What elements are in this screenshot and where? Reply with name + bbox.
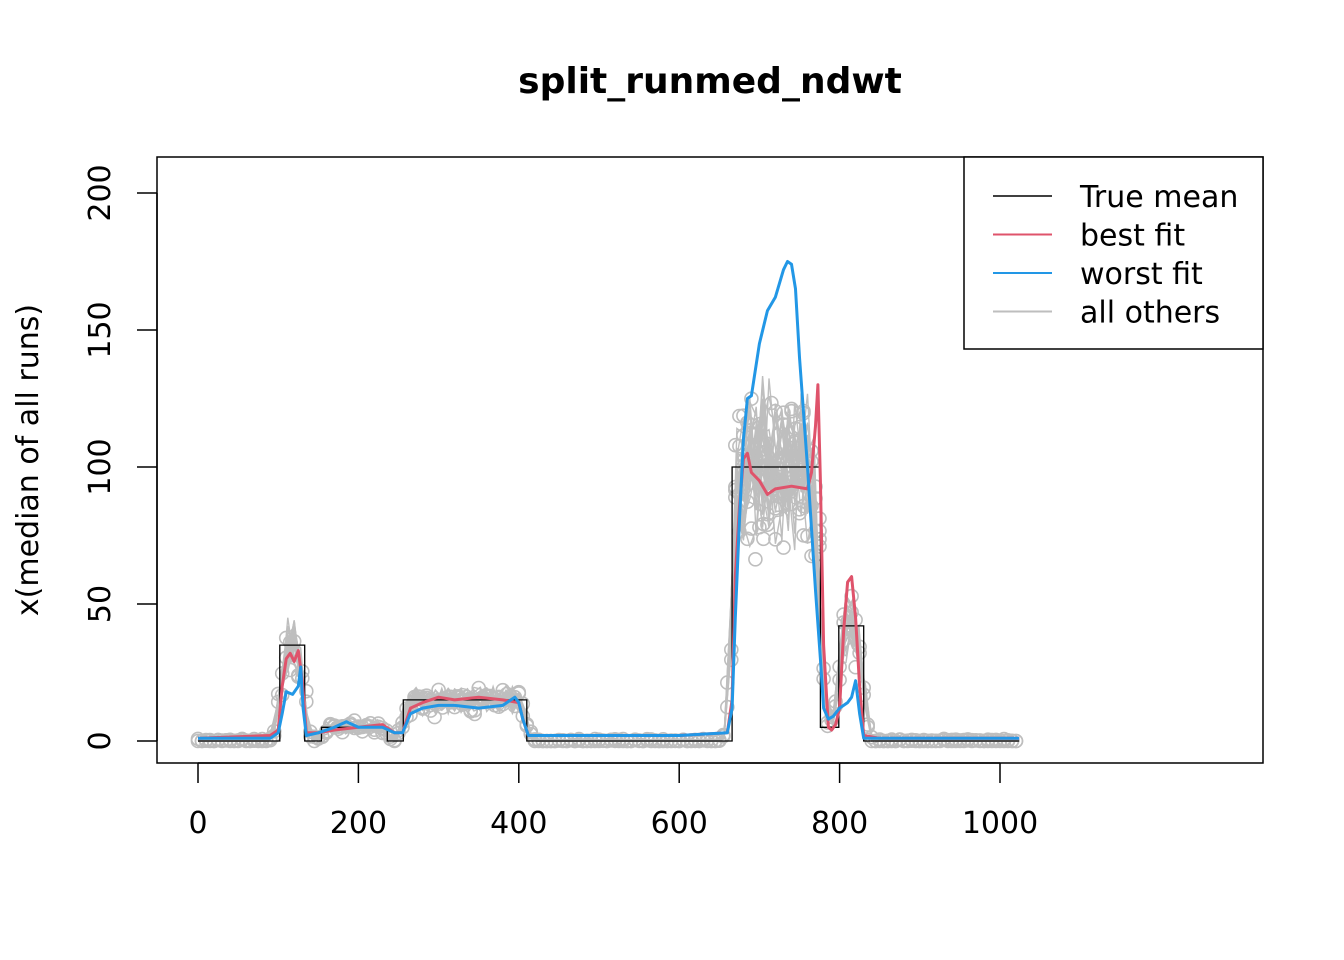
others-layer	[190, 375, 1024, 749]
other-run-point	[776, 540, 791, 555]
other-run-line	[198, 417, 1020, 742]
x-tick-label: 600	[651, 806, 708, 841]
other-run-point	[467, 702, 483, 718]
other-run-line	[197, 415, 1020, 742]
other-run-point	[764, 471, 779, 487]
other-run-line	[197, 436, 1020, 742]
other-run-line	[198, 422, 1020, 742]
other-run-point	[427, 709, 442, 725]
x-tick-label: 0	[188, 806, 207, 841]
other-run-point	[760, 447, 775, 463]
other-run-point	[760, 517, 775, 533]
legend-label: True mean	[1079, 180, 1238, 215]
other-run-point	[828, 694, 843, 709]
legend-box	[963, 156, 1264, 350]
y-axis: 0 50 100 150 200	[83, 164, 158, 751]
other-run-line	[197, 412, 1020, 742]
x-axis: 0 200 400 600 800 1000	[188, 762, 1038, 841]
fit-layer	[197, 260, 1020, 740]
other-run-point	[788, 433, 803, 449]
other-run-point	[852, 645, 867, 661]
other-run-point	[756, 531, 771, 547]
other-run-point	[792, 462, 807, 478]
true-mean-layer	[198, 466, 1020, 742]
true-mean-line	[198, 466, 1020, 742]
other-run-line	[197, 397, 1020, 742]
other-run-point	[752, 450, 767, 465]
other-run-line	[197, 406, 1020, 742]
y-tick-label: 200	[83, 164, 118, 221]
other-run-point	[840, 614, 855, 630]
other-run-point	[723, 652, 739, 668]
legend-label: best fit	[1080, 219, 1185, 254]
other-run-point	[298, 683, 314, 699]
other-run-point	[744, 475, 759, 491]
other-run-point	[286, 633, 302, 649]
y-tick-label: 0	[83, 731, 118, 750]
other-run-line	[198, 423, 1020, 742]
legend-label: all others	[1080, 296, 1220, 331]
other-run-line	[197, 416, 1020, 742]
other-run-point	[776, 405, 791, 421]
y-tick-label: 150	[83, 301, 118, 358]
other-run-point	[760, 436, 775, 452]
other-run-point	[756, 454, 771, 470]
other-run-line	[198, 393, 1020, 742]
other-run-point	[748, 551, 763, 567]
other-run-line	[197, 407, 1020, 742]
other-run-line	[197, 422, 1020, 742]
legend-label: worst fit	[1080, 257, 1203, 292]
other-run-line	[197, 399, 1020, 742]
y-tick-label: 50	[83, 585, 118, 623]
other-run-line	[197, 427, 1020, 742]
other-run-point	[740, 531, 755, 547]
other-run-point	[768, 531, 783, 547]
x-tick-label: 400	[490, 806, 547, 841]
other-run-point	[852, 639, 867, 655]
other-run-line	[197, 375, 1020, 742]
other-run-point	[764, 395, 779, 411]
worst-fit-line	[198, 260, 1020, 740]
x-tick-label: 800	[811, 806, 868, 841]
chart-title: split_runmed_ndwt	[518, 61, 902, 102]
y-axis-label: x(median of all runs)	[11, 304, 46, 616]
other-run-line	[198, 413, 1020, 742]
other-run-point	[848, 659, 863, 675]
x-tick-label: 200	[330, 806, 387, 841]
other-run-line	[198, 423, 1020, 742]
other-run-point	[278, 630, 294, 646]
other-run-line	[197, 412, 1020, 742]
x-tick-label: 1000	[962, 806, 1038, 841]
other-run-point	[515, 696, 531, 712]
other-run-point	[719, 699, 735, 715]
other-run-point	[784, 458, 799, 474]
other-run-line	[197, 428, 1020, 742]
other-run-point	[483, 688, 499, 704]
other-run-line	[197, 401, 1020, 742]
other-run-line	[197, 434, 1020, 743]
other-run-line	[197, 393, 1020, 743]
other-run-point	[792, 505, 807, 521]
other-run-line	[197, 421, 1020, 742]
other-run-point	[298, 694, 314, 710]
other-run-line	[197, 402, 1020, 742]
other-run-line	[197, 418, 1020, 742]
other-run-point	[723, 642, 739, 657]
other-run-line	[197, 378, 1020, 742]
other-run-point	[752, 416, 767, 432]
best-fit-line	[197, 383, 1020, 740]
other-run-point	[772, 489, 787, 505]
other-run-line	[198, 385, 1020, 742]
other-run-line	[197, 421, 1020, 742]
other-run-point	[266, 723, 282, 739]
other-run-line	[197, 403, 1020, 743]
other-run-point	[286, 643, 302, 658]
other-run-point	[768, 403, 783, 419]
other-run-line	[198, 403, 1020, 742]
y-tick-label: 100	[83, 438, 118, 495]
